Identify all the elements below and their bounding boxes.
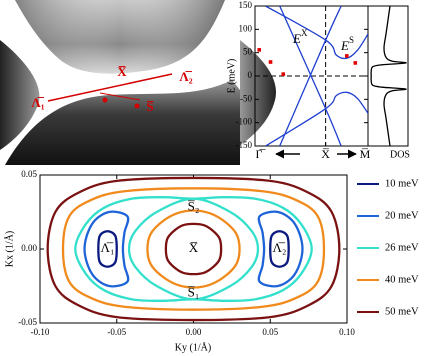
y-tick-label: 0: [248, 70, 253, 80]
path-line: [47, 73, 173, 102]
upper-surface-shade: [15, 0, 225, 74]
surface-label: X̅: [117, 64, 127, 79]
annotation-text: E: [292, 31, 301, 46]
x-axis-label: Ky (1/Å): [175, 341, 211, 353]
path-line: [99, 92, 141, 101]
contour-label: S̅₁: [187, 284, 199, 299]
band-line: [279, 6, 342, 146]
x-tick-label: Γ̅: [256, 147, 267, 161]
legend-label: 20 meV: [385, 210, 419, 221]
contour-label: S̅₂: [187, 199, 199, 214]
annotation-text: E: [340, 38, 349, 53]
x-tick-label: 0.00: [186, 327, 202, 337]
y-tick-label: 100: [239, 23, 253, 33]
contour-line: [97, 230, 290, 268]
annotation: EX: [292, 28, 308, 46]
y-tick-label: 0.05: [21, 169, 37, 179]
point-marker: [134, 103, 140, 109]
x-tick-label: X̅: [321, 147, 330, 161]
y-tick-label: 50: [243, 47, 253, 57]
surface-label: S̅: [146, 99, 154, 114]
y-tick-label: -100: [236, 117, 253, 127]
dos-frame: [367, 5, 409, 147]
band-line: [265, 91, 368, 146]
contour-label: Λ̅₁: [101, 240, 115, 255]
data-point: [353, 61, 358, 65]
y-tick-label: -0.05: [18, 317, 37, 327]
data-point: [257, 48, 262, 52]
band-line: [265, 6, 368, 60]
y-tick-label: -50: [240, 93, 252, 103]
surface-side: [0, 40, 40, 150]
surface-label: Λ̅₂: [179, 69, 192, 84]
band-line: [279, 6, 342, 146]
annotation-sup: X: [301, 28, 308, 38]
data-point: [281, 72, 286, 76]
band-line: [370, 6, 407, 146]
contour-line: [46, 176, 341, 322]
x-tick-label: -0.10: [31, 327, 50, 337]
x-tick-label: 0.10: [339, 327, 355, 337]
data-point: [345, 54, 349, 58]
y-tick-label: 150: [239, 0, 253, 10]
legend-label: 26 meV: [385, 242, 419, 253]
y-axis-label: E (meV): [226, 59, 237, 94]
contour-line: [74, 196, 313, 302]
x-tick-label: 0.05: [262, 327, 278, 337]
surface-side: [240, 40, 276, 145]
y-tick-label: -150: [236, 140, 253, 150]
legend-label: 40 meV: [385, 274, 419, 285]
x-tick-label: M̅: [360, 147, 371, 161]
annotation-sup: S: [349, 35, 354, 45]
contour-line: [61, 187, 326, 311]
x-axis-label: DOS: [390, 149, 410, 160]
contour-line: [83, 210, 304, 288]
legend-label: 50 meV: [385, 306, 419, 317]
point-marker: [102, 97, 108, 103]
data-point: [268, 60, 273, 64]
legend-label: 10 meV: [385, 178, 419, 189]
y-axis-label: Kx (1/Å): [3, 231, 15, 267]
contour-label: Λ̅₂: [272, 240, 286, 255]
surface-panel: [0, 0, 276, 165]
y-tick-label: 0.00: [21, 243, 37, 253]
lower-surface: [5, 80, 240, 165]
contour-label: X̅: [189, 240, 199, 255]
surface-label: Λ̅₁: [31, 95, 44, 110]
x-tick-label: -0.05: [107, 327, 126, 337]
annotation: ES: [340, 35, 354, 53]
